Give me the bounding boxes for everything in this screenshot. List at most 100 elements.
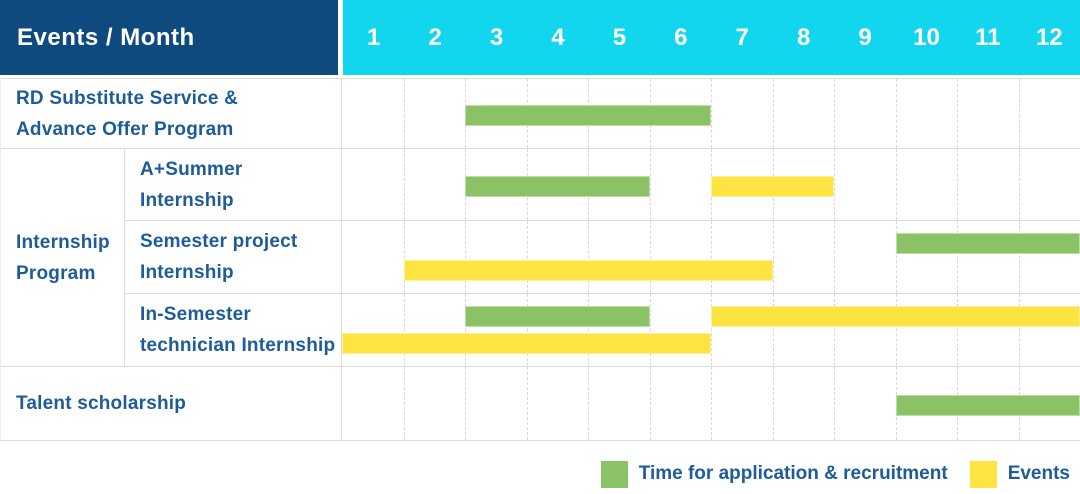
sub-row-label: Semester project Internship bbox=[125, 221, 341, 294]
month-gridline bbox=[772, 294, 774, 366]
month-gridline bbox=[772, 79, 774, 148]
bar-application bbox=[895, 233, 1080, 254]
label-line: Semester project bbox=[140, 231, 298, 252]
label-line: Internship bbox=[140, 262, 234, 283]
row-label: RD Substitute Service & Advance Offer Pro… bbox=[1, 79, 341, 149]
month-gridline bbox=[649, 294, 651, 366]
table-body: RD Substitute Service & Advance Offer Pro… bbox=[0, 78, 1080, 441]
bar-events bbox=[403, 260, 773, 281]
group-label: Internship Program bbox=[1, 149, 125, 367]
month-gridline bbox=[711, 294, 712, 366]
bar-application bbox=[465, 175, 650, 197]
month-header: 1 2 3 4 5 6 7 8 9 10 11 12 bbox=[343, 0, 1080, 75]
bar-application bbox=[465, 306, 650, 327]
month-gridline bbox=[834, 294, 835, 366]
chart-cell bbox=[341, 367, 1080, 441]
month-gridline bbox=[1018, 294, 1020, 366]
corner-header-label: Events / Month bbox=[17, 23, 195, 51]
label-line: Advance Offer Program bbox=[16, 118, 234, 140]
chart-cell bbox=[341, 294, 1080, 367]
month-gridline bbox=[403, 294, 405, 366]
chart-cell bbox=[341, 221, 1080, 294]
label-line: In-Semester bbox=[140, 304, 251, 325]
month-label: 1 bbox=[367, 23, 381, 51]
row-label: Talent scholarship bbox=[1, 367, 341, 441]
month-gridline bbox=[711, 79, 712, 148]
table-header: Events / Month 1 2 3 4 5 6 7 8 9 10 11 12 bbox=[0, 0, 1080, 75]
month-label: 8 bbox=[796, 23, 811, 51]
month-gridline bbox=[1018, 79, 1020, 148]
legend-swatch-application bbox=[600, 460, 628, 488]
chart-cell bbox=[341, 149, 1080, 221]
month-label: 4 bbox=[551, 23, 565, 51]
month-gridline bbox=[588, 294, 589, 366]
bar-application bbox=[465, 104, 711, 126]
month-gridline bbox=[526, 294, 528, 366]
label-line: RD Substitute Service & bbox=[16, 87, 239, 109]
month-label: 12 bbox=[1035, 23, 1063, 51]
header-gap bbox=[338, 0, 343, 75]
month-gridline bbox=[957, 294, 958, 366]
month-gridline bbox=[403, 149, 405, 220]
month-gridline bbox=[895, 79, 897, 148]
legend-label: Events bbox=[1007, 463, 1070, 484]
sub-row-label: In-Semester technician Internship bbox=[125, 294, 341, 367]
legend: Time for application & recruitment Events bbox=[0, 460, 1080, 488]
month-label: 11 bbox=[975, 23, 1001, 51]
month-gridline bbox=[403, 79, 405, 148]
legend-label: Time for application & recruitment bbox=[638, 463, 948, 484]
month-gridline bbox=[895, 149, 897, 220]
month-label: 5 bbox=[612, 23, 627, 51]
month-gridline bbox=[649, 149, 651, 220]
month-label: 2 bbox=[428, 23, 442, 51]
label-line: Program bbox=[16, 262, 96, 284]
month-gridline bbox=[772, 367, 774, 440]
legend-item: Events bbox=[969, 460, 1070, 488]
month-label: 10 bbox=[913, 23, 940, 51]
corner-header-cell: Events / Month bbox=[0, 0, 338, 75]
month-gridline bbox=[834, 367, 835, 440]
month-gridline bbox=[649, 221, 651, 293]
month-gridline bbox=[895, 221, 897, 293]
sub-row-label: A+Summer Internship bbox=[125, 149, 341, 221]
month-label: 6 bbox=[674, 23, 688, 51]
month-gridline bbox=[834, 149, 835, 220]
legend-swatch-events bbox=[969, 460, 997, 488]
month-gridline bbox=[1018, 149, 1020, 220]
bar-events bbox=[711, 175, 834, 197]
month-gridline bbox=[465, 294, 466, 366]
month-label: 3 bbox=[489, 23, 504, 51]
month-gridline bbox=[465, 367, 466, 440]
month-gridline bbox=[711, 221, 712, 293]
label-line: Internship bbox=[16, 231, 110, 253]
month-gridline bbox=[895, 294, 897, 366]
month-gridline bbox=[403, 367, 405, 440]
month-gridline bbox=[465, 221, 466, 293]
month-gridline bbox=[711, 367, 712, 440]
month-gridline bbox=[957, 79, 958, 148]
label-line: A+Summer bbox=[140, 158, 243, 180]
month-label: 7 bbox=[735, 23, 749, 51]
bar-events bbox=[342, 333, 711, 354]
month-gridline bbox=[772, 221, 774, 293]
month-gridline bbox=[526, 221, 528, 293]
bar-application bbox=[895, 394, 1080, 416]
chart-cell bbox=[341, 79, 1080, 149]
month-gridline bbox=[588, 367, 589, 440]
month-gridline bbox=[1018, 221, 1020, 293]
month-gridline bbox=[649, 367, 651, 440]
month-gridline bbox=[834, 221, 835, 293]
month-gridline bbox=[526, 367, 528, 440]
month-gridline bbox=[588, 221, 589, 293]
month-gridline bbox=[957, 149, 958, 220]
month-gridline bbox=[834, 79, 835, 148]
legend-item: Time for application & recruitment bbox=[600, 460, 948, 488]
label-line: Internship bbox=[140, 189, 234, 211]
label-line: Talent scholarship bbox=[16, 393, 187, 414]
month-gridline bbox=[403, 221, 405, 293]
bar-events bbox=[711, 306, 1080, 327]
label-line: technician Internship bbox=[140, 335, 336, 356]
month-label: 9 bbox=[858, 23, 872, 51]
month-gridline bbox=[957, 221, 958, 293]
